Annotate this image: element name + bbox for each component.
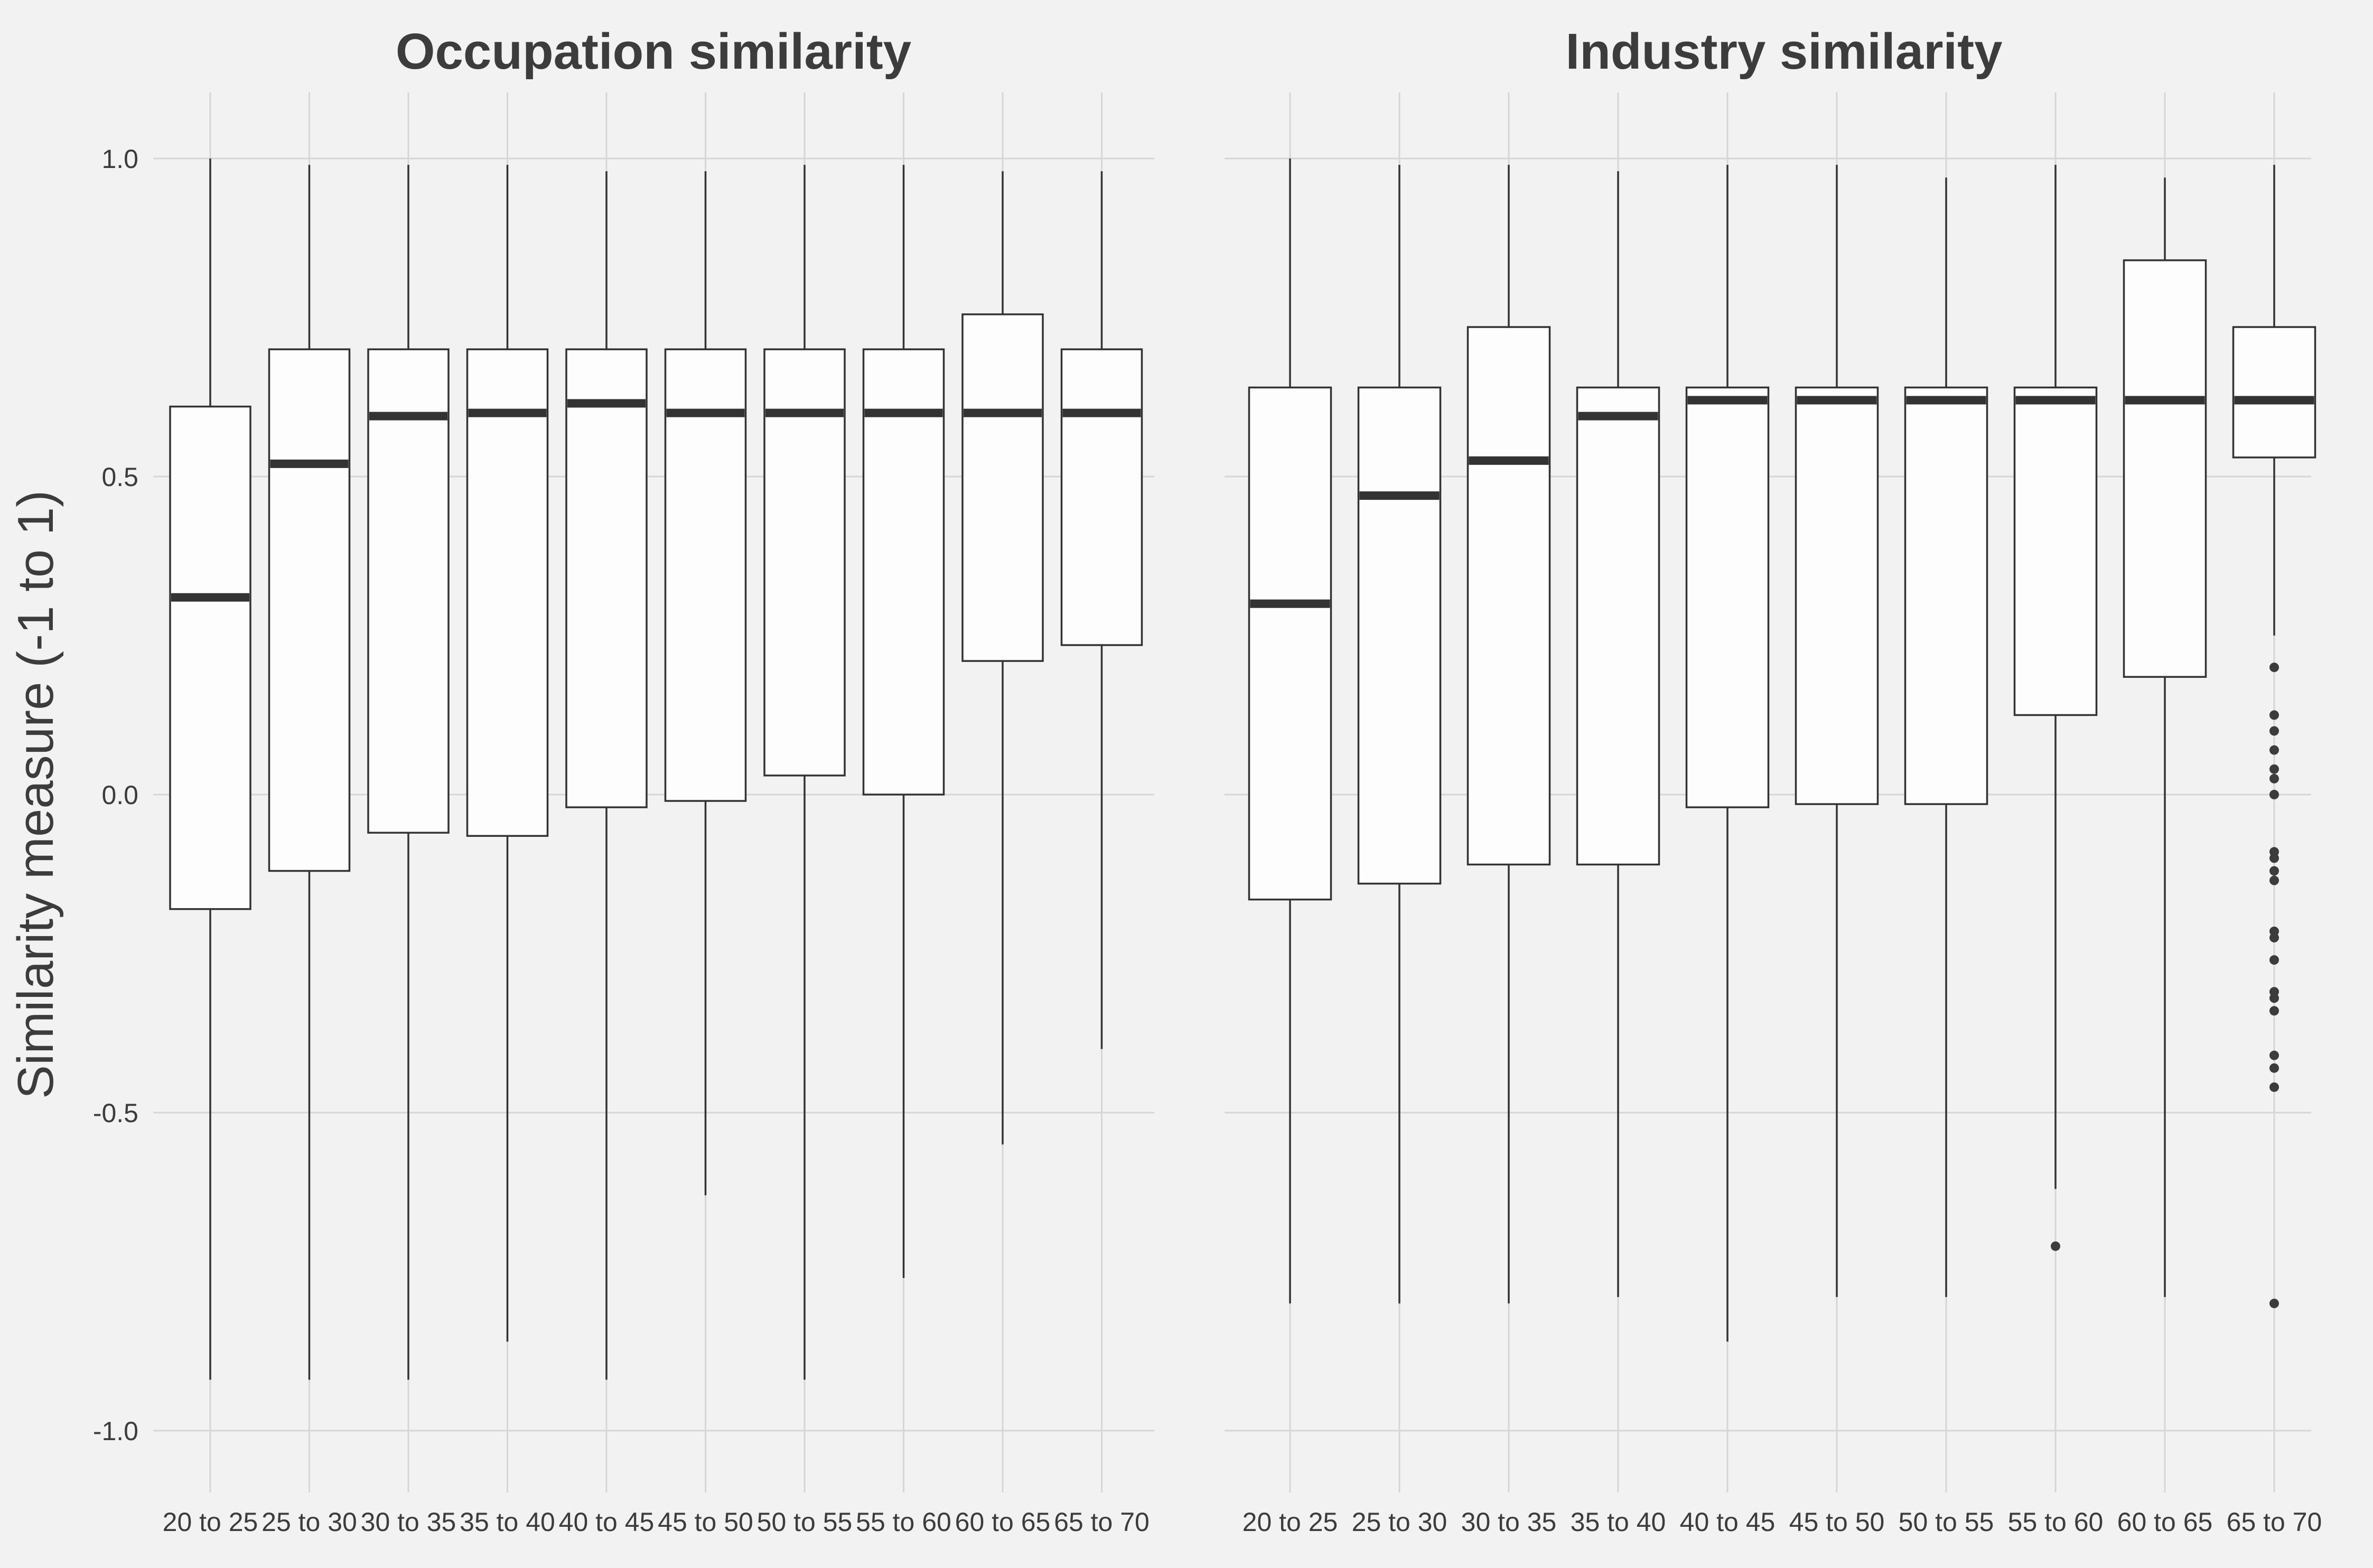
x-tick-label: 45 to 50 [658, 1507, 753, 1537]
box-25-to-30 [268, 165, 351, 1380]
box-45-to-50 [664, 171, 747, 1196]
box-50-to-55 [763, 165, 846, 1380]
box-iqr [1576, 386, 1660, 866]
box-iqr [2232, 326, 2316, 459]
panel-title: Occupation similarity [396, 23, 911, 80]
outlier-point [2269, 932, 2279, 942]
panel-title: Industry similarity [1566, 23, 2003, 80]
outlier-point [2269, 726, 2279, 736]
box-60-to-65 [2123, 178, 2207, 1298]
x-tick-label: 45 to 50 [1789, 1507, 1885, 1537]
box-45-to-50 [1795, 165, 1879, 1298]
box-iqr [1248, 386, 1332, 901]
box-55-to-60 [862, 165, 945, 1278]
x-tick-label: 35 to 40 [460, 1507, 555, 1537]
box-65-to-70 [2232, 165, 2316, 1309]
x-tick-label: 50 to 55 [757, 1507, 853, 1537]
box-iqr [664, 348, 747, 802]
box-iqr [1685, 386, 1770, 808]
box-iqr [565, 348, 648, 808]
box-iqr [2013, 386, 2098, 716]
box-iqr [961, 313, 1044, 662]
y-tick-label: 1.0 [101, 144, 138, 174]
x-tick-label: 40 to 45 [1680, 1507, 1776, 1537]
outlier-point [2269, 1050, 2279, 1060]
x-tick-label: 25 to 30 [261, 1507, 357, 1537]
box-iqr [466, 348, 549, 837]
x-tick-label: 20 to 25 [1242, 1507, 1338, 1537]
box-30-to-35 [367, 165, 450, 1380]
box-35-to-40 [466, 165, 549, 1342]
x-tick-label: 40 to 45 [559, 1507, 655, 1537]
x-tick-label: 50 to 55 [1899, 1507, 1994, 1537]
x-tick-label: 55 to 60 [2008, 1507, 2104, 1537]
box-iqr [268, 348, 351, 872]
box-iqr [1466, 326, 1551, 866]
outlier-point [2269, 955, 2279, 965]
box-40-to-45 [565, 171, 648, 1380]
outlier-point [2269, 764, 2279, 774]
outlier-point [2269, 662, 2279, 673]
y-tick-label: 0.0 [101, 780, 138, 810]
y-tick-label: -1.0 [93, 1416, 138, 1446]
box-25-to-30 [1357, 165, 1442, 1304]
box-30-to-35 [1466, 165, 1551, 1304]
box-40-to-45 [1685, 165, 1770, 1342]
outlier-point [2269, 710, 2279, 720]
outlier-point [2269, 866, 2279, 876]
x-tick-label: 35 to 40 [1571, 1507, 1666, 1537]
x-tick-label: 30 to 35 [361, 1507, 456, 1537]
box-60-to-65 [961, 171, 1044, 1145]
x-tick-label: 65 to 70 [1054, 1507, 1150, 1537]
x-tick-label: 55 to 60 [856, 1507, 951, 1537]
outlier-point [2269, 853, 2279, 863]
box-iqr [1904, 386, 1988, 805]
y-axis-label: Similarity measure (-1 to 1) [7, 490, 64, 1099]
outlier-point [2269, 875, 2279, 885]
box-iqr [1795, 386, 1879, 805]
x-tick-label: 65 to 70 [2227, 1507, 2322, 1537]
box-iqr [2123, 259, 2207, 678]
outlier-point [2269, 1299, 2279, 1309]
box-20-to-25 [1248, 158, 1332, 1304]
box-iqr [763, 348, 846, 777]
x-tick-label: 30 to 35 [1461, 1507, 1557, 1537]
outlier-point [2269, 745, 2279, 755]
outlier-point [2269, 1006, 2279, 1016]
x-tick-label: 60 to 65 [955, 1507, 1051, 1537]
outlier-point [2269, 790, 2279, 799]
box-55-to-60 [2013, 165, 2098, 1251]
box-iqr [169, 405, 251, 910]
box-35-to-40 [1576, 171, 1660, 1298]
x-tick-label: 60 to 65 [2117, 1507, 2213, 1537]
box-50-to-55 [1904, 178, 1988, 1298]
y-tick-label: 0.5 [101, 462, 138, 492]
box-65-to-70 [1060, 171, 1143, 1049]
y-tick-label: -0.5 [93, 1098, 138, 1128]
box-iqr [1357, 386, 1442, 885]
panel-industry: Industry similarity 20 to 25 25 to 30 30 to… [1225, 23, 2322, 1537]
x-tick-label: 25 to 30 [1352, 1507, 1447, 1537]
outlier-point [2269, 1082, 2279, 1092]
box-iqr [1060, 348, 1143, 646]
outlier-point [2051, 1241, 2060, 1251]
outlier-point [2269, 993, 2279, 1003]
outlier-point [2269, 1063, 2279, 1073]
panel-occupation: Occupation similarity -1.0 -0.5 0.0 0.5 1.0 20… [93, 23, 1154, 1537]
outlier-point [2269, 773, 2279, 783]
x-tick-label: 20 to 25 [163, 1507, 258, 1537]
box-20-to-25 [169, 158, 251, 1380]
box-iqr [367, 348, 450, 834]
box-iqr [862, 348, 945, 796]
